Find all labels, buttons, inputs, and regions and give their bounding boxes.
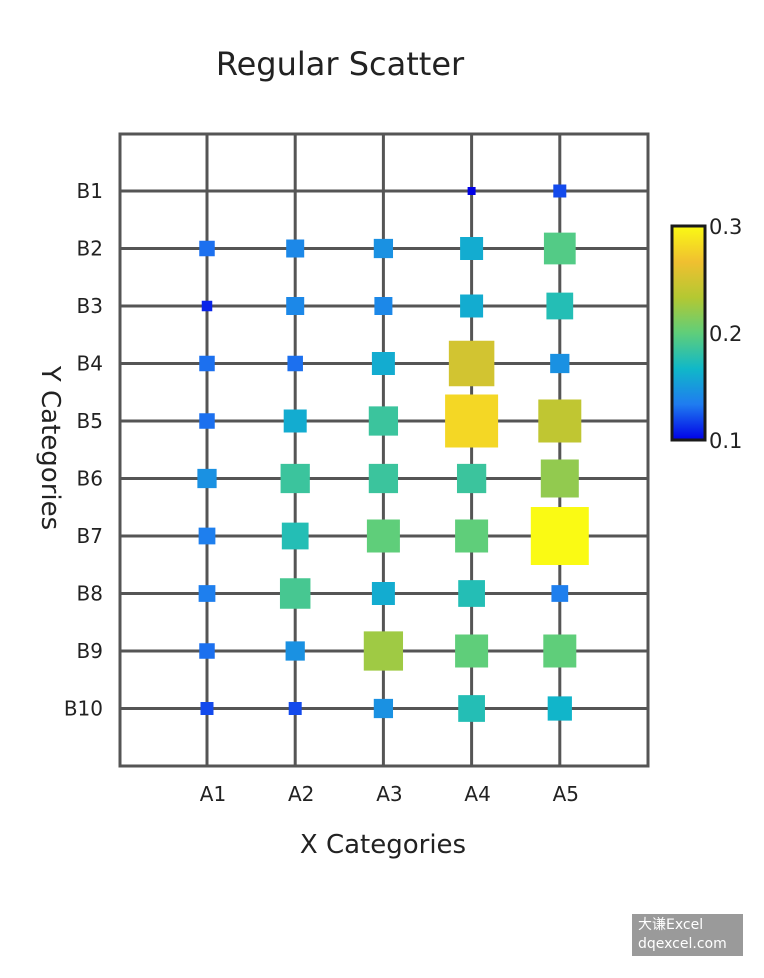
data-point-A5-B2: [543, 232, 576, 265]
watermark: 大谦Excel dqexcel.com: [632, 914, 743, 956]
data-point-A2-B3: [286, 297, 305, 315]
data-point-A3-B3: [374, 297, 393, 315]
data-point-A4-B4: [448, 340, 495, 387]
data-point-A4-B1: [467, 187, 476, 195]
y-tick-label: B6: [77, 467, 103, 491]
x-axis-label: X Categories: [300, 830, 466, 860]
data-point-A3-B2: [373, 238, 394, 259]
data-point-A3-B4: [371, 352, 395, 375]
watermark-line1: 大谦Excel: [638, 917, 704, 933]
data-point-A1-B6: [197, 468, 217, 489]
x-tick-label: A2: [288, 782, 314, 806]
data-point-A5-B10: [547, 696, 572, 721]
data-point-A1-B3: [201, 300, 213, 312]
watermark-line2: dqexcel.com: [638, 936, 727, 952]
data-point-A4-B7: [455, 519, 489, 553]
data-point-A4-B6: [456, 463, 487, 494]
x-tick-label: A1: [200, 782, 226, 806]
data-point-A4-B3: [460, 294, 484, 318]
data-point-A1-B4: [199, 355, 215, 372]
colorbar-gradient: [670, 224, 707, 442]
data-point-A3-B7: [366, 519, 400, 553]
y-tick-label: B7: [77, 524, 103, 548]
y-tick-label: B2: [77, 237, 103, 261]
x-tick-label: A3: [376, 782, 402, 806]
data-point-A2-B9: [285, 641, 305, 661]
data-point-A5-B8: [551, 585, 569, 602]
data-point-A1-B10: [200, 702, 214, 715]
data-point-A4-B2: [460, 237, 484, 260]
data-point-A4-B9: [455, 634, 489, 668]
data-point-A3-B6: [368, 463, 399, 494]
x-tick-label: A5: [553, 782, 579, 806]
data-point-A4-B5: [445, 394, 499, 448]
data-point-A2-B4: [287, 355, 303, 372]
data-point-A1-B5: [199, 413, 215, 429]
x-tick-label: A4: [464, 782, 490, 806]
data-point-A5-B1: [553, 184, 567, 198]
data-point-A2-B7: [281, 522, 309, 550]
colorbar: 0.3 0.2 0.1: [670, 215, 742, 453]
data-point-A3-B8: [371, 582, 395, 605]
y-tick-label: B9: [77, 639, 103, 663]
data-point-A5-B6: [540, 459, 579, 498]
data-point-A2-B8: [279, 578, 311, 609]
data-point-A3-B9: [363, 631, 404, 671]
data-point-A5-B3: [546, 292, 574, 320]
data-point-A2-B5: [283, 409, 307, 433]
data-point-A2-B2: [286, 239, 305, 258]
data-point-A1-B9: [199, 643, 215, 659]
y-tick-label: B10: [64, 697, 103, 721]
y-tick-label: B3: [77, 294, 103, 318]
grid-lines: [118, 132, 650, 768]
colorbar-tick-label: 0.3: [709, 215, 742, 239]
colorbar-tick-label: 0.1: [709, 429, 742, 453]
tick-labels: A1 A2 A3 A4 A5 B1 B2 B3 B4 B5 B6 B7 B8 B9 B10: [64, 179, 579, 806]
data-point-A5-B7: [530, 507, 589, 565]
y-tick-label: B1: [77, 179, 103, 203]
data-point-A2-B10: [288, 702, 302, 715]
data-point-A4-B8: [458, 580, 485, 607]
data-marks: [197, 184, 589, 722]
data-point-A1-B2: [199, 240, 215, 257]
data-point-A4-B10: [458, 695, 485, 722]
y-tick-label: B8: [77, 582, 103, 606]
y-axis-label: Y Categories: [35, 365, 65, 530]
data-point-A1-B8: [198, 585, 216, 602]
y-tick-label: B4: [77, 352, 103, 376]
data-point-A5-B5: [538, 399, 582, 443]
data-point-A1-B7: [198, 527, 216, 545]
colorbar-tick-label: 0.2: [709, 322, 742, 346]
data-point-A5-B4: [550, 353, 570, 374]
data-point-A3-B5: [368, 406, 399, 436]
chart-title: Regular Scatter: [216, 45, 465, 83]
data-point-A3-B10: [373, 698, 394, 719]
y-tick-label: B5: [77, 409, 103, 433]
data-point-A2-B6: [280, 463, 310, 494]
data-point-A5-B9: [543, 634, 577, 668]
